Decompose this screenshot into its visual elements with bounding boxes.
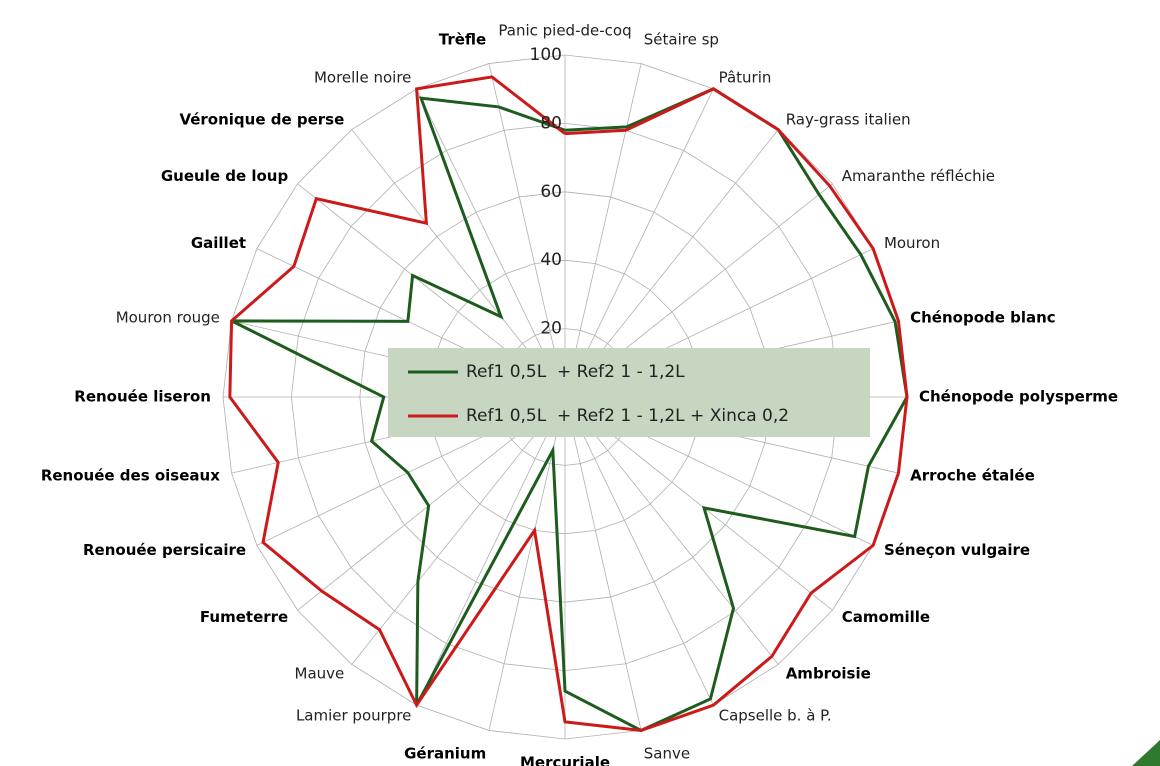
category-label: Chénopode blanc xyxy=(910,309,1056,327)
grid-spoke xyxy=(564,88,714,398)
grid-spoke xyxy=(564,396,714,706)
series-line xyxy=(230,87,909,733)
grid-spoke xyxy=(564,396,779,665)
category-label: Amaranthe réfléchie xyxy=(842,167,995,185)
category-label: Séneçon vulgaire xyxy=(884,541,1030,559)
category-label: Géranium xyxy=(404,745,486,763)
category-label: Gaillet xyxy=(191,234,246,252)
category-label: Arroche étalée xyxy=(910,466,1035,484)
grid-spoke xyxy=(416,396,566,706)
category-label: Trèfle xyxy=(439,30,486,48)
y-tick-label: 40 xyxy=(540,250,562,270)
grid-spoke xyxy=(488,63,566,398)
category-label: Morelle noire xyxy=(314,69,411,87)
category-label: Mouron xyxy=(884,234,940,252)
grid-spoke xyxy=(564,63,642,398)
legend: Ref1 0,5L + Ref2 1 - 1,2L Ref1 0,5L + Ref… xyxy=(388,348,870,437)
category-label: Camomille xyxy=(842,608,930,626)
category-label: Lamier pourpre xyxy=(296,706,411,724)
category-label: Renouée persicaire xyxy=(83,541,246,559)
category-label: Renouée des oiseaux xyxy=(41,466,220,484)
y-tick-label: 80 xyxy=(540,113,562,133)
category-label: Mercuriale xyxy=(520,754,610,766)
category-label: Renouée liseron xyxy=(74,388,211,406)
grid-spoke xyxy=(416,88,566,398)
y-tick-label: 20 xyxy=(540,319,562,339)
category-label: Ray-grass italien xyxy=(786,111,911,129)
legend-label: Ref1 0,5L + Ref2 1 - 1,2L + Xinca 0,2 xyxy=(466,406,789,426)
category-label: Véronique de perse xyxy=(179,111,344,129)
corner-decoration xyxy=(1132,740,1160,766)
category-label: Panic pied-de-coq xyxy=(498,22,631,40)
category-label: Gueule de loup xyxy=(161,167,289,185)
category-label: Capselle b. à P. xyxy=(719,706,832,724)
category-label: Fumeterre xyxy=(200,608,288,626)
labels: 20 40 60 80 100 Panic pied-de-coq Sétaire sp Pâ… xyxy=(41,22,1118,766)
category-label: Pâturin xyxy=(719,69,772,87)
category-label: Chénopode polysperme xyxy=(919,388,1118,406)
y-tick-label: 60 xyxy=(540,182,562,202)
category-label: Mauve xyxy=(295,664,345,682)
category-label: Sétaire sp xyxy=(644,30,719,48)
grid-spoke xyxy=(351,396,566,665)
category-label: Sanve xyxy=(644,745,690,763)
grid-spoke xyxy=(564,396,642,731)
series-lines xyxy=(228,75,909,733)
y-tick-label: 100 xyxy=(530,45,562,65)
legend-box xyxy=(388,348,870,437)
category-label: Mouron rouge xyxy=(116,309,220,327)
legend-label: Ref1 0,5L + Ref2 1 - 1,2L xyxy=(466,362,685,382)
category-label: Ambroisie xyxy=(786,664,871,682)
series-line xyxy=(228,75,909,732)
